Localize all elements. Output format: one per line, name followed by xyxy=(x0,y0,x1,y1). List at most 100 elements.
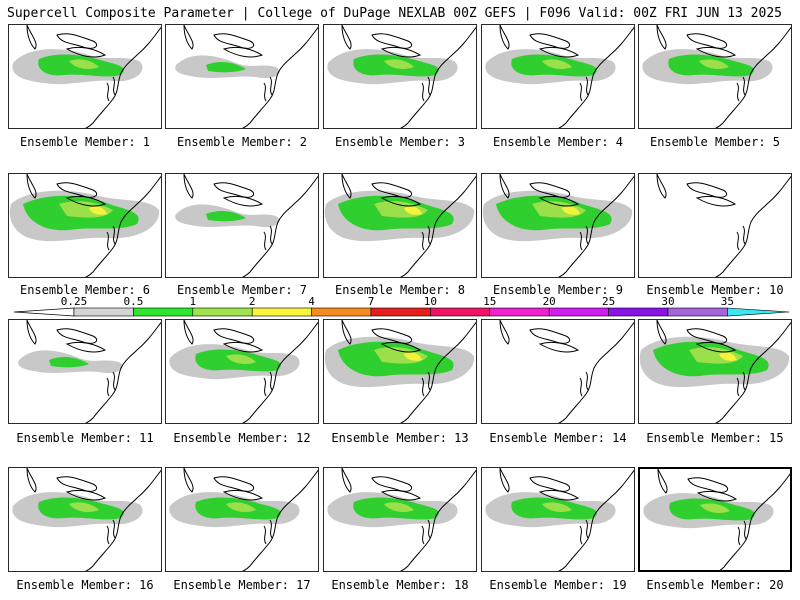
run-info: 00Z GEFS | F096 Valid: 00Z FRI JUN 13 20… xyxy=(453,6,782,21)
scp-contour-lightgreen xyxy=(69,59,99,69)
colorbar-tick-label: 20 xyxy=(542,295,556,308)
map-plot xyxy=(12,25,161,128)
member-label: Ensemble Member: 1 xyxy=(19,135,151,149)
ensemble-map-10[interactable] xyxy=(638,173,792,278)
colorbar-tick-label: 10 xyxy=(423,295,438,308)
member-label: Ensemble Member: 20 xyxy=(646,578,784,592)
colorbar-tick-label: 25 xyxy=(601,295,616,308)
scp-contour-lightgreen xyxy=(542,502,572,512)
member-label: Ensemble Member: 8 xyxy=(334,283,466,297)
colorbar-left-arrow xyxy=(13,307,75,317)
colorbar-segment xyxy=(667,307,728,317)
scp-contour-lightgreen xyxy=(542,59,572,69)
ensemble-map-3[interactable] xyxy=(323,24,477,129)
map-plot xyxy=(485,25,634,128)
colorbar-segment xyxy=(192,307,253,317)
map-plot xyxy=(642,25,791,128)
ensemble-map-20[interactable] xyxy=(638,467,792,572)
ensemble-map-5[interactable] xyxy=(638,24,792,129)
colorbar-tick-label: 35 xyxy=(720,295,735,308)
map-plot xyxy=(169,320,318,423)
map-plot xyxy=(169,468,318,571)
ensemble-map-9[interactable] xyxy=(481,173,635,278)
member-label: Ensemble Member: 11 xyxy=(16,431,154,445)
colorbar-tick-label: 7 xyxy=(367,295,375,308)
colorbar-segment xyxy=(73,307,134,317)
colorbar-segment xyxy=(430,307,491,317)
colorbar-tick-label: 1 xyxy=(189,295,197,308)
colorbar-tick-label: 4 xyxy=(308,295,315,308)
map-plot xyxy=(324,320,476,423)
member-label: Ensemble Member: 13 xyxy=(331,431,469,445)
map-plot xyxy=(12,468,161,571)
member-label: Ensemble Member: 14 xyxy=(489,431,627,445)
ensemble-map-2[interactable] xyxy=(165,24,319,129)
member-label: Ensemble Member: 2 xyxy=(176,135,308,149)
ensemble-map-8[interactable] xyxy=(323,173,477,278)
map-plot xyxy=(175,25,318,128)
ensemble-map-7[interactable] xyxy=(165,173,319,278)
ensemble-map-1[interactable] xyxy=(8,24,162,129)
ensemble-map-19[interactable] xyxy=(481,467,635,572)
member-label: Ensemble Member: 17 xyxy=(173,578,311,592)
colorbar-right-arrow xyxy=(727,307,790,317)
ensemble-map-4[interactable] xyxy=(481,24,635,129)
scp-contour-yellow xyxy=(89,206,107,215)
scp-contour-lightgreen xyxy=(384,502,414,512)
scp-contour-yellow xyxy=(719,352,737,361)
colorbar-segment xyxy=(489,307,550,317)
scp-contour-lightgreen xyxy=(69,502,99,512)
member-label: Ensemble Member: 16 xyxy=(16,578,154,592)
member-label: Ensemble Member: 19 xyxy=(489,578,627,592)
map-plot xyxy=(643,469,790,570)
member-label: Ensemble Member: 4 xyxy=(492,135,624,149)
ensemble-map-15[interactable] xyxy=(638,319,792,424)
map-plot xyxy=(327,25,476,128)
member-label: Ensemble Member: 3 xyxy=(334,135,466,149)
ensemble-map-14[interactable] xyxy=(481,319,635,424)
scp-contour-green xyxy=(206,211,246,222)
map-plot xyxy=(639,320,791,423)
ensemble-map-16[interactable] xyxy=(8,467,162,572)
ensemble-map-18[interactable] xyxy=(323,467,477,572)
colorbar-tick-label: 2 xyxy=(248,295,256,308)
map-plot xyxy=(499,320,634,423)
colorbar-tick-label: 0.5 xyxy=(123,295,144,308)
ensemble-map-11[interactable] xyxy=(8,319,162,424)
scp-contour-green xyxy=(206,62,246,73)
colorbar-tick-label: 30 xyxy=(661,295,675,308)
colorbar-segment xyxy=(608,307,669,317)
color-legend xyxy=(13,307,790,317)
ensemble-map-13[interactable] xyxy=(323,319,477,424)
scp-contour-green xyxy=(49,357,89,368)
map-plot xyxy=(9,174,161,277)
colorbar-segment xyxy=(311,307,372,317)
colorbar-tick-label: 15 xyxy=(483,295,497,308)
ensemble-map-17[interactable] xyxy=(165,467,319,572)
map-plot xyxy=(656,174,791,277)
member-label: Ensemble Member: 6 xyxy=(19,283,151,297)
scp-contour-lightgreen xyxy=(384,59,414,69)
member-label: Ensemble Member: 12 xyxy=(173,431,311,445)
scp-contour-lightgreen xyxy=(700,503,730,513)
scp-contour-lightgreen xyxy=(699,59,729,69)
scp-contour-lightgreen xyxy=(226,502,256,512)
member-label: Ensemble Member: 5 xyxy=(649,135,781,149)
ensemble-map-6[interactable] xyxy=(8,173,162,278)
map-plot xyxy=(327,468,476,571)
scp-contour-lightgreen xyxy=(226,354,256,364)
colorbar-segment xyxy=(548,307,609,317)
colorbar-segment xyxy=(133,307,194,317)
map-plot xyxy=(485,468,634,571)
map-plot xyxy=(482,174,634,277)
ensemble-map-12[interactable] xyxy=(165,319,319,424)
map-plot xyxy=(324,174,476,277)
member-label: Ensemble Member: 7 xyxy=(176,283,308,297)
colorbar-tick-label: 0.25 xyxy=(60,295,88,308)
colorbar-segment xyxy=(251,307,312,317)
colorbar-segment xyxy=(370,307,431,317)
member-label: Ensemble Member: 9 xyxy=(492,283,624,297)
member-label: Ensemble Member: 18 xyxy=(331,578,469,592)
scp-contour-yellow xyxy=(404,352,422,361)
member-label: Ensemble Member: 15 xyxy=(646,431,784,445)
